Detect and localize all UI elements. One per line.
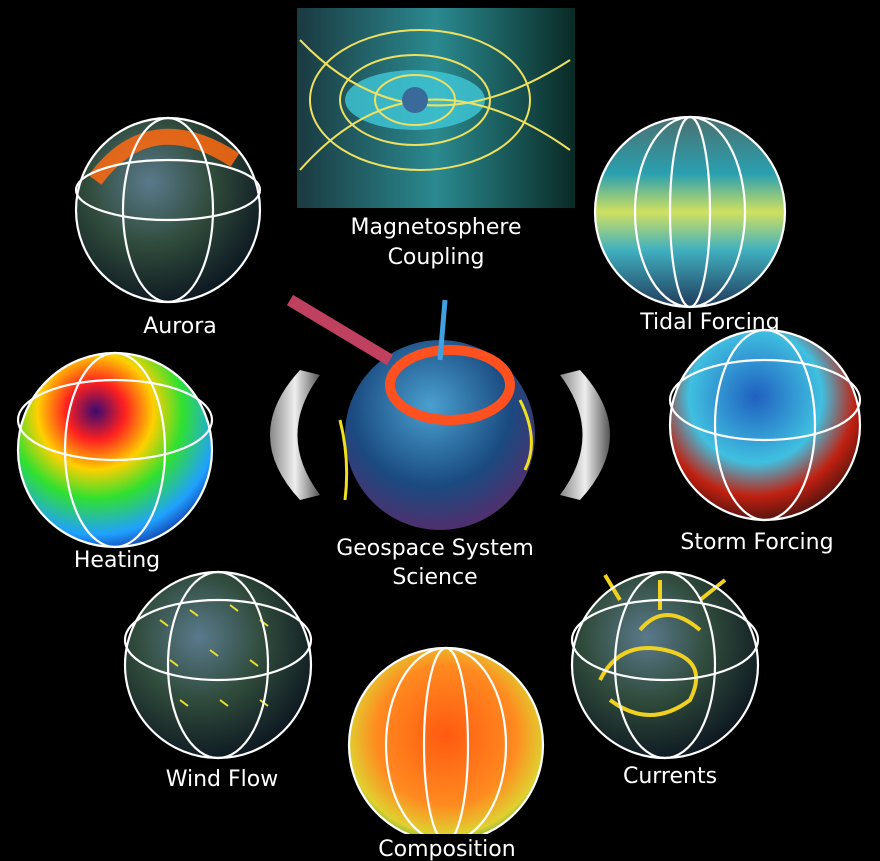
node-label: Currents bbox=[623, 764, 717, 789]
magnetosphere-image bbox=[297, 8, 575, 208]
node-label: Composition bbox=[378, 837, 515, 861]
node-label: Heating bbox=[74, 548, 160, 573]
storm-globe bbox=[668, 328, 862, 522]
currents-globe bbox=[570, 570, 760, 760]
node-label: Magnetosphere bbox=[351, 215, 522, 240]
aurora-globe bbox=[74, 116, 262, 304]
center-globe bbox=[270, 294, 610, 530]
node-label: Wind Flow bbox=[166, 767, 279, 792]
center-label: Geospace System bbox=[336, 536, 534, 561]
wind-globe bbox=[123, 570, 313, 760]
node-label: Aurora bbox=[143, 314, 217, 339]
composition-globe bbox=[347, 646, 545, 844]
node-label: Storm Forcing bbox=[680, 530, 833, 555]
heating-globe bbox=[16, 351, 214, 549]
node-label: Coupling bbox=[388, 245, 485, 270]
tidal-globe bbox=[593, 115, 787, 309]
center-label: Science bbox=[392, 565, 477, 590]
